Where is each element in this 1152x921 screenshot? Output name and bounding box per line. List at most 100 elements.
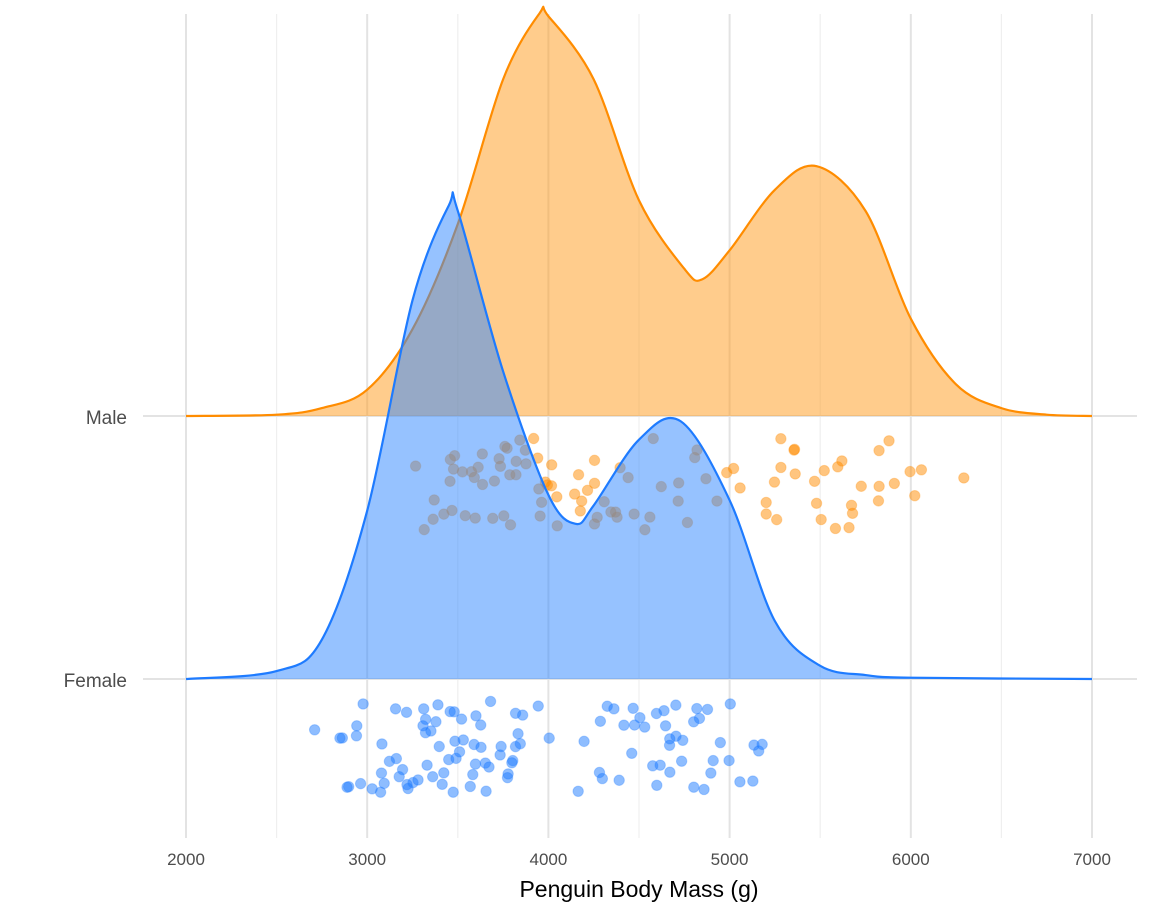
x-tick-label: 6000 [892, 850, 930, 869]
data-point [768, 476, 781, 488]
data-point [596, 772, 609, 785]
data-point [401, 778, 413, 791]
data-point [705, 767, 717, 779]
data-point [639, 721, 651, 733]
data-point [412, 774, 424, 786]
data-point [829, 522, 842, 535]
data-point [334, 732, 346, 744]
x-axis-ticks: 2000 3000 4000 5000 6000 7000 [167, 850, 1111, 869]
y-label-male: Male [86, 408, 127, 429]
data-point [543, 732, 555, 744]
data-point [545, 459, 558, 471]
data-point [393, 770, 405, 783]
data-point [581, 484, 594, 497]
data-point [810, 497, 823, 510]
data-point [677, 734, 689, 746]
data-point [341, 781, 353, 793]
data-point [904, 465, 916, 478]
data-point [433, 740, 445, 753]
data-point [626, 747, 638, 760]
data-point [351, 720, 363, 732]
data-point [670, 699, 682, 711]
data-point [464, 780, 476, 793]
data-point [613, 774, 625, 786]
data-point [545, 480, 558, 492]
data-point [707, 754, 719, 767]
data-point [588, 454, 601, 467]
data-point [308, 724, 321, 736]
data-point [675, 755, 688, 767]
data-point [873, 480, 885, 493]
density-area [186, 192, 1092, 679]
data-point [475, 741, 487, 754]
data-point [575, 495, 588, 507]
data-point [714, 736, 727, 749]
data-point [425, 725, 437, 737]
data-point [687, 716, 700, 728]
data-point [789, 468, 801, 480]
data-point [836, 455, 848, 467]
data-point [818, 464, 830, 477]
data-point [512, 728, 524, 740]
data-point [650, 707, 663, 720]
data-point [727, 462, 740, 475]
data-point [756, 738, 768, 751]
data-point [430, 716, 442, 728]
density-line [185, 5, 1093, 418]
data-point [788, 443, 801, 456]
data-point [915, 464, 928, 476]
data-point [551, 491, 563, 503]
data-point [572, 785, 584, 798]
data-point [436, 778, 448, 791]
data-point [888, 477, 901, 490]
data-point [469, 758, 482, 770]
data-point [470, 710, 482, 722]
data-point [447, 786, 459, 798]
data-point [572, 469, 585, 481]
data-point [501, 771, 514, 784]
data-point [628, 719, 641, 731]
data-point [594, 715, 607, 727]
data-point [760, 496, 772, 509]
data-point [389, 703, 402, 715]
y-label-female: Female [64, 671, 127, 692]
x-tick-label: 2000 [167, 850, 205, 869]
x-tick-label: 3000 [348, 850, 386, 869]
data-point [494, 749, 506, 761]
data-point [574, 505, 586, 517]
data-point [775, 461, 787, 474]
data-point [588, 477, 601, 490]
data-point [770, 513, 783, 526]
data-point [455, 713, 468, 725]
x-tick-label: 7000 [1073, 850, 1111, 869]
data-point [734, 776, 746, 788]
data-point [578, 735, 590, 748]
data-point [357, 698, 369, 710]
data-point [701, 703, 714, 716]
data-point [664, 766, 676, 778]
data-point [608, 703, 620, 715]
data-point [432, 699, 444, 711]
data-point [723, 754, 735, 767]
density-area [186, 6, 1092, 416]
data-point [659, 720, 672, 732]
x-tick-label: 4000 [529, 850, 567, 869]
data-point [453, 746, 466, 758]
data-point [467, 768, 479, 781]
ridge-female [185, 191, 1093, 798]
data-point [651, 779, 663, 791]
data-point [634, 712, 646, 724]
data-point [663, 739, 676, 751]
data-point [688, 781, 700, 793]
data-point [527, 432, 540, 445]
data-point [618, 719, 630, 731]
data-point [448, 706, 460, 718]
data-point [843, 521, 855, 534]
data-point [724, 698, 737, 710]
data-point [457, 734, 470, 746]
data-point [383, 755, 396, 768]
x-axis-title: Penguin Body Mass (g) [519, 876, 758, 902]
data-point [350, 730, 363, 742]
data-point [808, 475, 821, 488]
data-point [909, 489, 921, 502]
